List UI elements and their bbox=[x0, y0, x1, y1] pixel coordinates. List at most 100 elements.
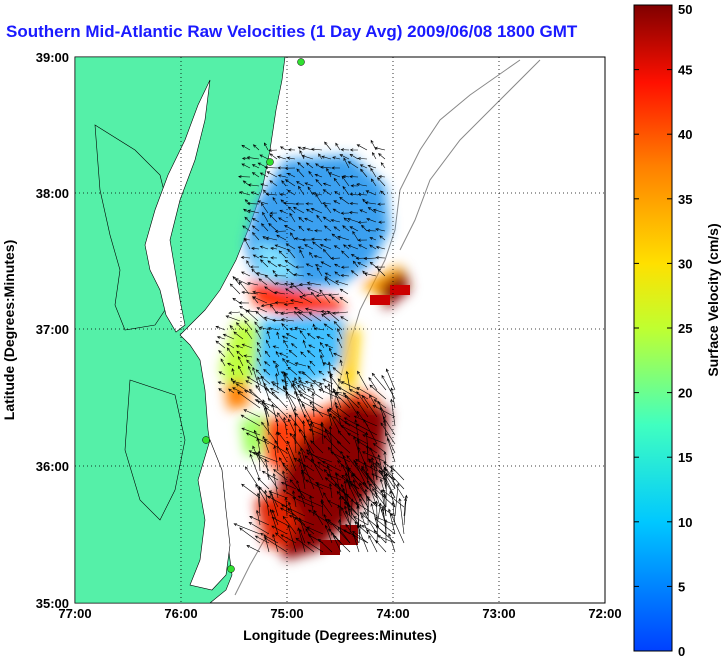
velocity-arrow bbox=[334, 263, 341, 268]
velocity-arrow bbox=[283, 371, 297, 391]
velocity-arrow bbox=[257, 376, 262, 385]
velocity-arrow bbox=[243, 409, 261, 418]
velocity-arrow bbox=[313, 509, 324, 526]
velocity-arrow bbox=[282, 357, 289, 367]
velocity-arrow bbox=[380, 162, 386, 169]
colorbar-tick-label: 10 bbox=[678, 515, 692, 530]
velocity-arrow bbox=[306, 541, 324, 553]
velocity-arrow bbox=[252, 290, 268, 295]
x-tick-label: 73:00 bbox=[482, 606, 515, 621]
velocity-arrow bbox=[309, 401, 324, 418]
velocity-arrow bbox=[231, 368, 235, 376]
velocity-arrow bbox=[319, 289, 331, 304]
velocity-arrow bbox=[378, 220, 386, 224]
velocity-arrow bbox=[340, 211, 350, 215]
velocity-arrow bbox=[255, 509, 261, 526]
velocity-arrow bbox=[367, 164, 377, 169]
velocity-arrow bbox=[328, 483, 333, 499]
velocity-arrow bbox=[348, 211, 359, 215]
velocity-arrow bbox=[226, 343, 235, 349]
velocity-arrow bbox=[368, 377, 378, 391]
velocity-arrow bbox=[339, 288, 349, 295]
velocity-arrow bbox=[285, 446, 297, 472]
velocity-arrow bbox=[259, 259, 269, 268]
velocity-arrow bbox=[301, 154, 314, 160]
velocity-arrow bbox=[327, 518, 351, 544]
x-axis-label: Longitude (Degrees:Minutes) bbox=[243, 627, 437, 643]
velocity-arrow bbox=[220, 358, 226, 367]
velocity-arrow bbox=[281, 323, 289, 331]
colorbar-tick-label: 30 bbox=[678, 256, 692, 271]
velocity-arrow bbox=[246, 156, 260, 160]
velocity-arrow bbox=[308, 170, 314, 178]
velocity-arrow bbox=[290, 282, 304, 295]
velocity-arrow bbox=[274, 244, 287, 250]
velocity-arrow bbox=[339, 296, 349, 304]
velocity-arrow bbox=[311, 392, 315, 418]
velocity-arrow bbox=[353, 459, 369, 490]
velocity-arrow bbox=[286, 268, 296, 277]
velocity-arrow bbox=[343, 157, 350, 169]
velocity-arrow bbox=[337, 460, 360, 481]
velocity-arrow bbox=[302, 339, 307, 349]
velocity-arrow bbox=[326, 333, 334, 340]
velocity-arrow bbox=[350, 254, 359, 259]
velocity-arrow bbox=[239, 527, 261, 544]
velocity-arrow bbox=[352, 530, 369, 544]
velocity-arrow bbox=[238, 365, 244, 376]
velocity-arrow bbox=[289, 479, 306, 499]
velocity-arrow bbox=[385, 432, 396, 454]
velocity-arrow bbox=[271, 517, 288, 526]
velocity-arrow bbox=[290, 343, 298, 349]
velocity-arrow bbox=[315, 293, 331, 298]
velocity-arrow bbox=[284, 179, 296, 187]
velocity-arrow bbox=[264, 286, 277, 295]
velocity-arrow bbox=[368, 483, 396, 508]
velocity-arrow bbox=[241, 427, 261, 436]
velocity-arrow bbox=[337, 430, 351, 445]
velocity-arrow bbox=[316, 214, 323, 223]
velocity-arrow bbox=[310, 383, 316, 394]
velocity-arrow bbox=[252, 144, 260, 151]
velocity-arrow bbox=[331, 233, 341, 241]
velocity-arrow bbox=[248, 522, 270, 535]
velocity-arrow bbox=[313, 254, 323, 259]
velocity-arrow bbox=[239, 313, 250, 322]
velocity-arrow bbox=[250, 191, 260, 196]
velocity-arrow bbox=[370, 178, 377, 187]
x-tick-label: 74:00 bbox=[376, 606, 409, 621]
velocity-arrow bbox=[282, 462, 297, 481]
velocity-arrow bbox=[357, 220, 368, 224]
velocity-arrow bbox=[327, 383, 333, 409]
velocity-arrow bbox=[235, 322, 244, 331]
velocity-arrow bbox=[243, 238, 251, 250]
velocity-arrow bbox=[257, 348, 262, 358]
velocity-arrow bbox=[307, 365, 316, 376]
velocity-arrow bbox=[262, 236, 269, 241]
velocity-arrow bbox=[288, 418, 297, 436]
velocity-arrow bbox=[340, 265, 350, 269]
velocity-arrow bbox=[375, 525, 396, 544]
velocity-arrow bbox=[340, 483, 351, 508]
velocity-arrow bbox=[245, 309, 259, 322]
velocity-arrow bbox=[240, 414, 261, 427]
velocity-arrow bbox=[255, 483, 270, 508]
velocity-arrow bbox=[234, 278, 250, 286]
velocity-arrow bbox=[251, 172, 260, 178]
velocity-arrow bbox=[247, 281, 259, 286]
velocity-arrow bbox=[267, 397, 288, 418]
velocity-arrow bbox=[307, 287, 322, 295]
velocity-arrow bbox=[332, 311, 349, 315]
velocity-arrow bbox=[357, 193, 368, 197]
velocity-arrow bbox=[305, 528, 315, 544]
velocity-arrow bbox=[349, 148, 359, 152]
velocity-arrow bbox=[324, 204, 332, 214]
velocity-arrow bbox=[283, 416, 288, 436]
velocity-arrow bbox=[308, 344, 316, 349]
velocity-arrow bbox=[338, 518, 342, 535]
velocity-arrow bbox=[319, 244, 332, 250]
velocity-arrow bbox=[356, 440, 378, 454]
velocity-arrow bbox=[259, 172, 269, 178]
velocity-arrow bbox=[296, 489, 315, 499]
velocity-arrow bbox=[339, 359, 343, 367]
